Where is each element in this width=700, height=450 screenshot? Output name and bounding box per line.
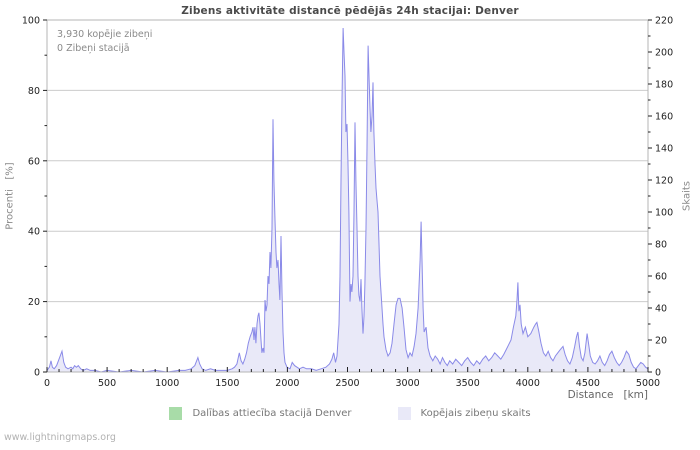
lightning-count-line xyxy=(46,27,649,373)
legend-label-total-count: Kopējais zibeņu skaits xyxy=(420,408,531,419)
right-tick-label: 80 xyxy=(655,240,667,251)
station-lightning-count: 0 Zibeņi stacijā xyxy=(57,43,130,54)
left-tick-label: 60 xyxy=(28,156,40,167)
x-tick-label: 500 xyxy=(98,378,116,389)
right-tick-label: 220 xyxy=(655,16,673,27)
right-tick-label: 200 xyxy=(655,48,673,59)
right-tick-label: 60 xyxy=(655,272,667,283)
right-axis-title: Skaits xyxy=(681,181,693,211)
station-ratio-swatch xyxy=(169,407,183,420)
right-tick-label: 0 xyxy=(655,368,661,379)
x-tick-label: 0 xyxy=(44,378,50,389)
right-tick-label: 140 xyxy=(655,144,673,155)
x-tick-label: 2000 xyxy=(275,378,299,389)
legend-label-station-ratio: Dalības attiecība stacijā Denver xyxy=(192,408,352,419)
summary-annotation: 3,930 kopējie zibeņi 0 Zibeņi stacijā xyxy=(57,28,152,56)
left-tick-label: 40 xyxy=(28,227,40,238)
left-tick-label: 0 xyxy=(34,368,40,379)
right-tick-label: 100 xyxy=(655,208,673,219)
legend-item-station-ratio: Dalības attiecība stacijā Denver xyxy=(169,407,352,420)
x-tick-label: 2500 xyxy=(335,378,359,389)
right-tick-label: 120 xyxy=(655,176,673,187)
x-tick-label: 4500 xyxy=(576,378,600,389)
chart-title: Zibens aktivitāte distancē pēdējās 24h s… xyxy=(181,5,519,17)
right-tick-label: 180 xyxy=(655,80,673,91)
total-lightning-count: 3,930 kopējie zibeņi xyxy=(57,29,153,40)
right-tick-label: 20 xyxy=(655,336,667,347)
x-axis-title: Distance [km] xyxy=(567,389,648,401)
left-tick-label: 100 xyxy=(22,16,40,27)
watermark: www.lightningmaps.org xyxy=(4,432,116,443)
x-tick-label: 4000 xyxy=(516,378,540,389)
left-axis-title: Procenti [%] xyxy=(4,162,16,230)
left-tick-label: 80 xyxy=(28,86,40,97)
right-tick-label: 160 xyxy=(655,112,673,123)
x-tick-label: 3000 xyxy=(396,378,420,389)
x-tick-label: 3500 xyxy=(456,378,480,389)
x-tick-label: 5000 xyxy=(636,378,660,389)
x-tick-label: 1500 xyxy=(215,378,239,389)
left-tick-label: 20 xyxy=(28,297,40,308)
legend-item-total-count: Kopējais zibeņu skaits xyxy=(397,407,531,420)
x-tick-label: 1000 xyxy=(155,378,179,389)
legend: Dalības attiecība stacijā Denver Kopējai… xyxy=(0,407,700,420)
lightning-count-area xyxy=(47,28,648,372)
right-tick-label: 40 xyxy=(655,304,667,315)
total-count-swatch xyxy=(397,407,411,420)
